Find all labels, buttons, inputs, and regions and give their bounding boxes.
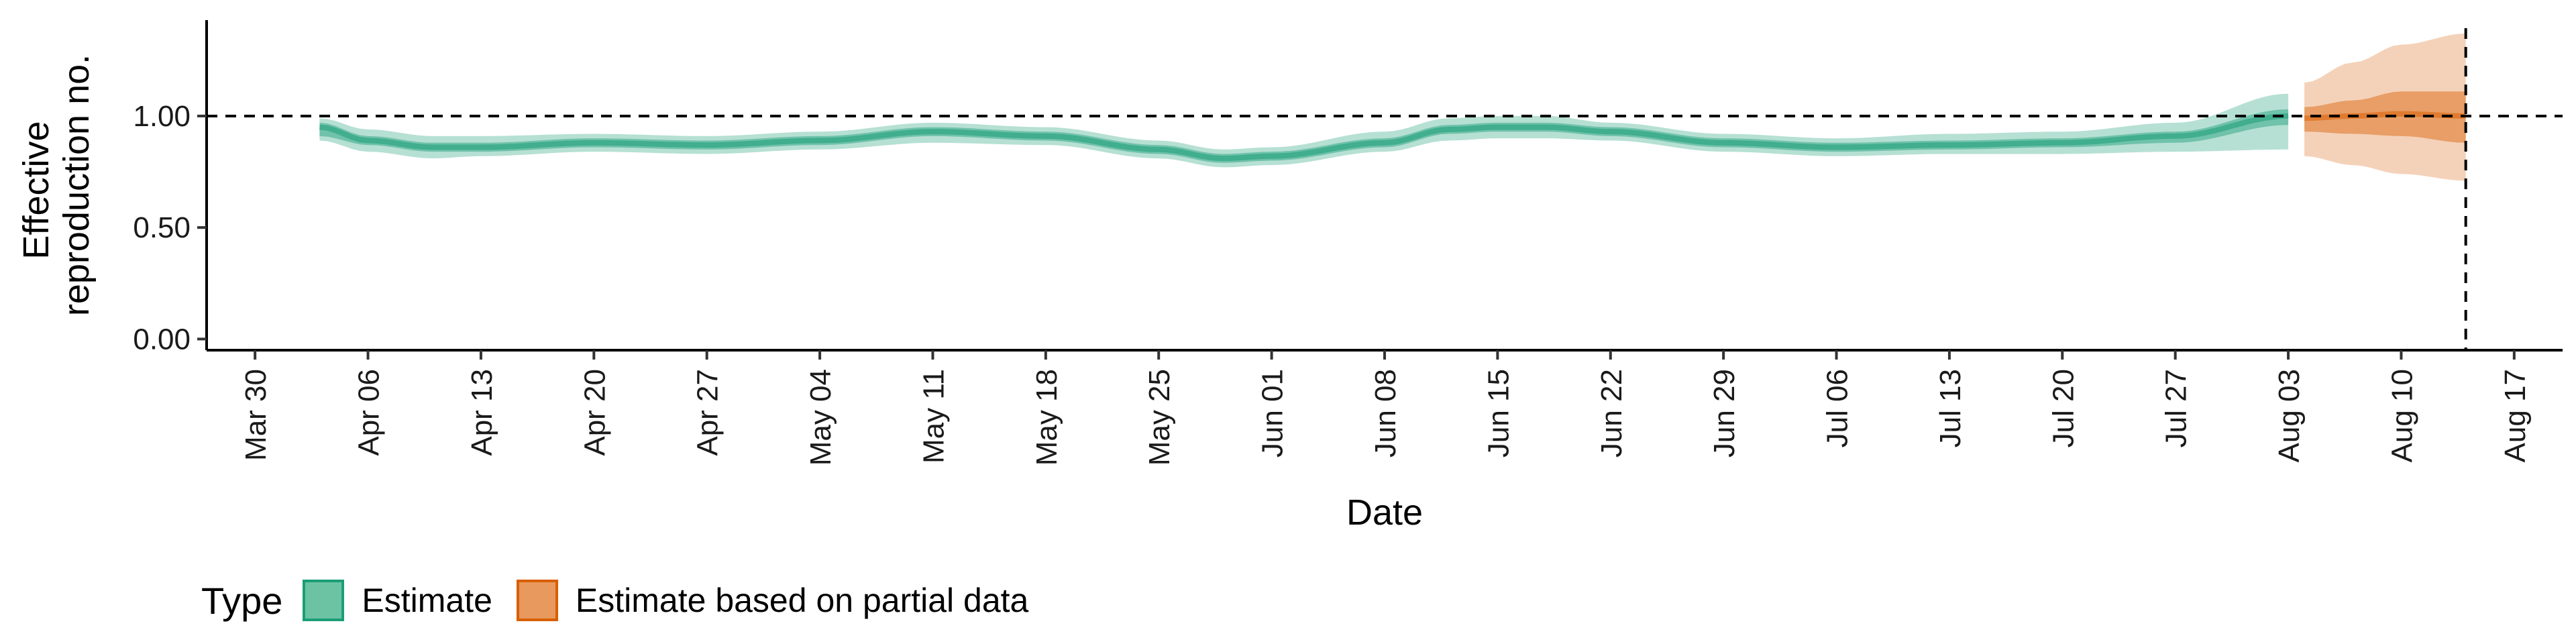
legend-item-partial-estimate: Estimate based on partial data	[516, 580, 1029, 621]
axes	[205, 20, 2563, 352]
y-tick-label: 0.50	[133, 211, 191, 244]
x-axis-title: Date	[1346, 492, 1423, 533]
series-estimate	[319, 93, 2289, 168]
x-tick-label: Jun 15	[1482, 369, 1515, 458]
x-tick-label: Jul 06	[1821, 369, 1854, 447]
series-partial-estimate	[2304, 33, 2466, 181]
legend-title: Type	[201, 579, 283, 622]
legend-item-estimate: Estimate	[303, 580, 492, 621]
x-tick-label: Apr 06	[353, 369, 386, 456]
x-tick-label: Jul 20	[2047, 369, 2080, 447]
x-tick-label: Jun 22	[1595, 369, 1628, 458]
x-tick-label: Jun 29	[1708, 369, 1741, 458]
reference-lines	[207, 28, 2563, 350]
x-tick-label: May 25	[1143, 369, 1176, 466]
median-line	[319, 113, 2289, 162]
x-tick-label: Apr 20	[578, 369, 611, 456]
y-ticks: 0.00 0.50 1.00	[133, 100, 207, 356]
x-tick-label: Jun 08	[1369, 369, 1402, 458]
band-50	[319, 109, 2289, 163]
x-tick-label: Aug 03	[2273, 369, 2306, 462]
x-tick-label: Apr 13	[466, 369, 498, 456]
x-tick-label: Jul 27	[2160, 369, 2193, 447]
x-tick-label: Apr 27	[692, 369, 724, 456]
x-tick-label: May 11	[917, 369, 950, 464]
rt-chart: 0.00 0.50 1.00 Mar 30 Apr 06 Apr 13 Apr 20 Apr…	[16, 20, 2563, 533]
y-tick-label: 1.00	[133, 100, 191, 133]
legend-label-partial-estimate: Estimate based on partial data	[575, 582, 1029, 619]
x-tick-label: Aug 10	[2385, 369, 2418, 462]
x-ticks: Mar 30 Apr 06 Apr 13 Apr 20 Apr 27 May 04 May …	[239, 350, 2532, 466]
legend-label-estimate: Estimate	[362, 582, 492, 619]
x-tick-label: May 04	[804, 369, 837, 466]
legend-key-estimate	[303, 580, 345, 621]
y-axis-title-line-2: reproduction no.	[56, 54, 97, 316]
x-tick-label: Aug 17	[2499, 369, 2532, 462]
uncertainty-bands	[319, 33, 2466, 181]
band-90	[2304, 33, 2466, 181]
y-tick-label: 0.00	[133, 323, 191, 356]
y-axis-title: Effective reproduction no.	[16, 54, 97, 316]
x-tick-label: May 18	[1030, 369, 1063, 466]
band-90	[319, 93, 2289, 168]
x-tick-label: Jun 01	[1256, 369, 1289, 458]
y-axis-title-line-1: Effective	[16, 121, 56, 259]
legend-key-partial-estimate	[516, 580, 558, 621]
x-tick-label: Jul 13	[1934, 369, 1967, 447]
legend: Type Estimate Estimate based on partial …	[201, 574, 1053, 627]
x-tick-label: Mar 30	[239, 369, 272, 461]
band-50	[2304, 91, 2466, 143]
